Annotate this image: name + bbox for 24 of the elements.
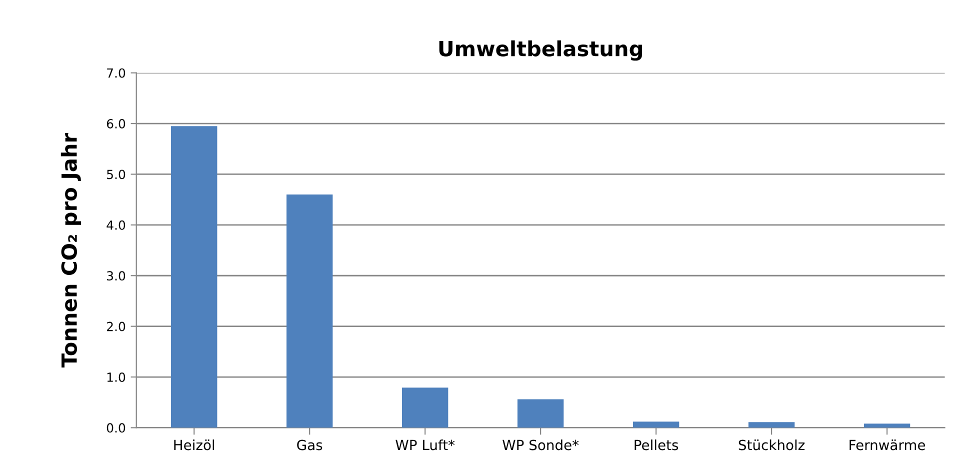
y-tick-label: 6.0 (106, 119, 126, 128)
x-tick-label: WP Sonde* (502, 440, 579, 450)
bar (632, 422, 680, 428)
bar (286, 194, 333, 428)
x-tick-label: Pellets (634, 440, 678, 450)
chart-title: Umweltbelastung (439, 40, 642, 61)
bar (171, 126, 218, 428)
bar (748, 422, 795, 428)
bar (402, 388, 448, 428)
y-tick-label: 4.0 (106, 220, 126, 230)
y-tick-label: 3.0 (107, 271, 126, 281)
x-tick-label: WP Luft* (396, 440, 455, 450)
y-axis-title: Tonnen CO₂ pro Jahr (60, 132, 82, 368)
y-tick-label: 1.0 (107, 372, 126, 382)
x-tick-label: Gas (297, 440, 322, 450)
bar (517, 399, 564, 428)
y-tick-label: 0.0 (106, 423, 126, 433)
y-tick-label: 7.0 (107, 68, 126, 78)
bar (864, 424, 910, 428)
x-tick-label: Heizöl (174, 440, 214, 450)
x-tick-label: Stückholz (738, 440, 805, 450)
y-tick-label: 2.0 (106, 322, 126, 332)
x-tick-label: Fernwärme (850, 440, 926, 450)
y-tick-label: 5.0 (107, 170, 126, 180)
